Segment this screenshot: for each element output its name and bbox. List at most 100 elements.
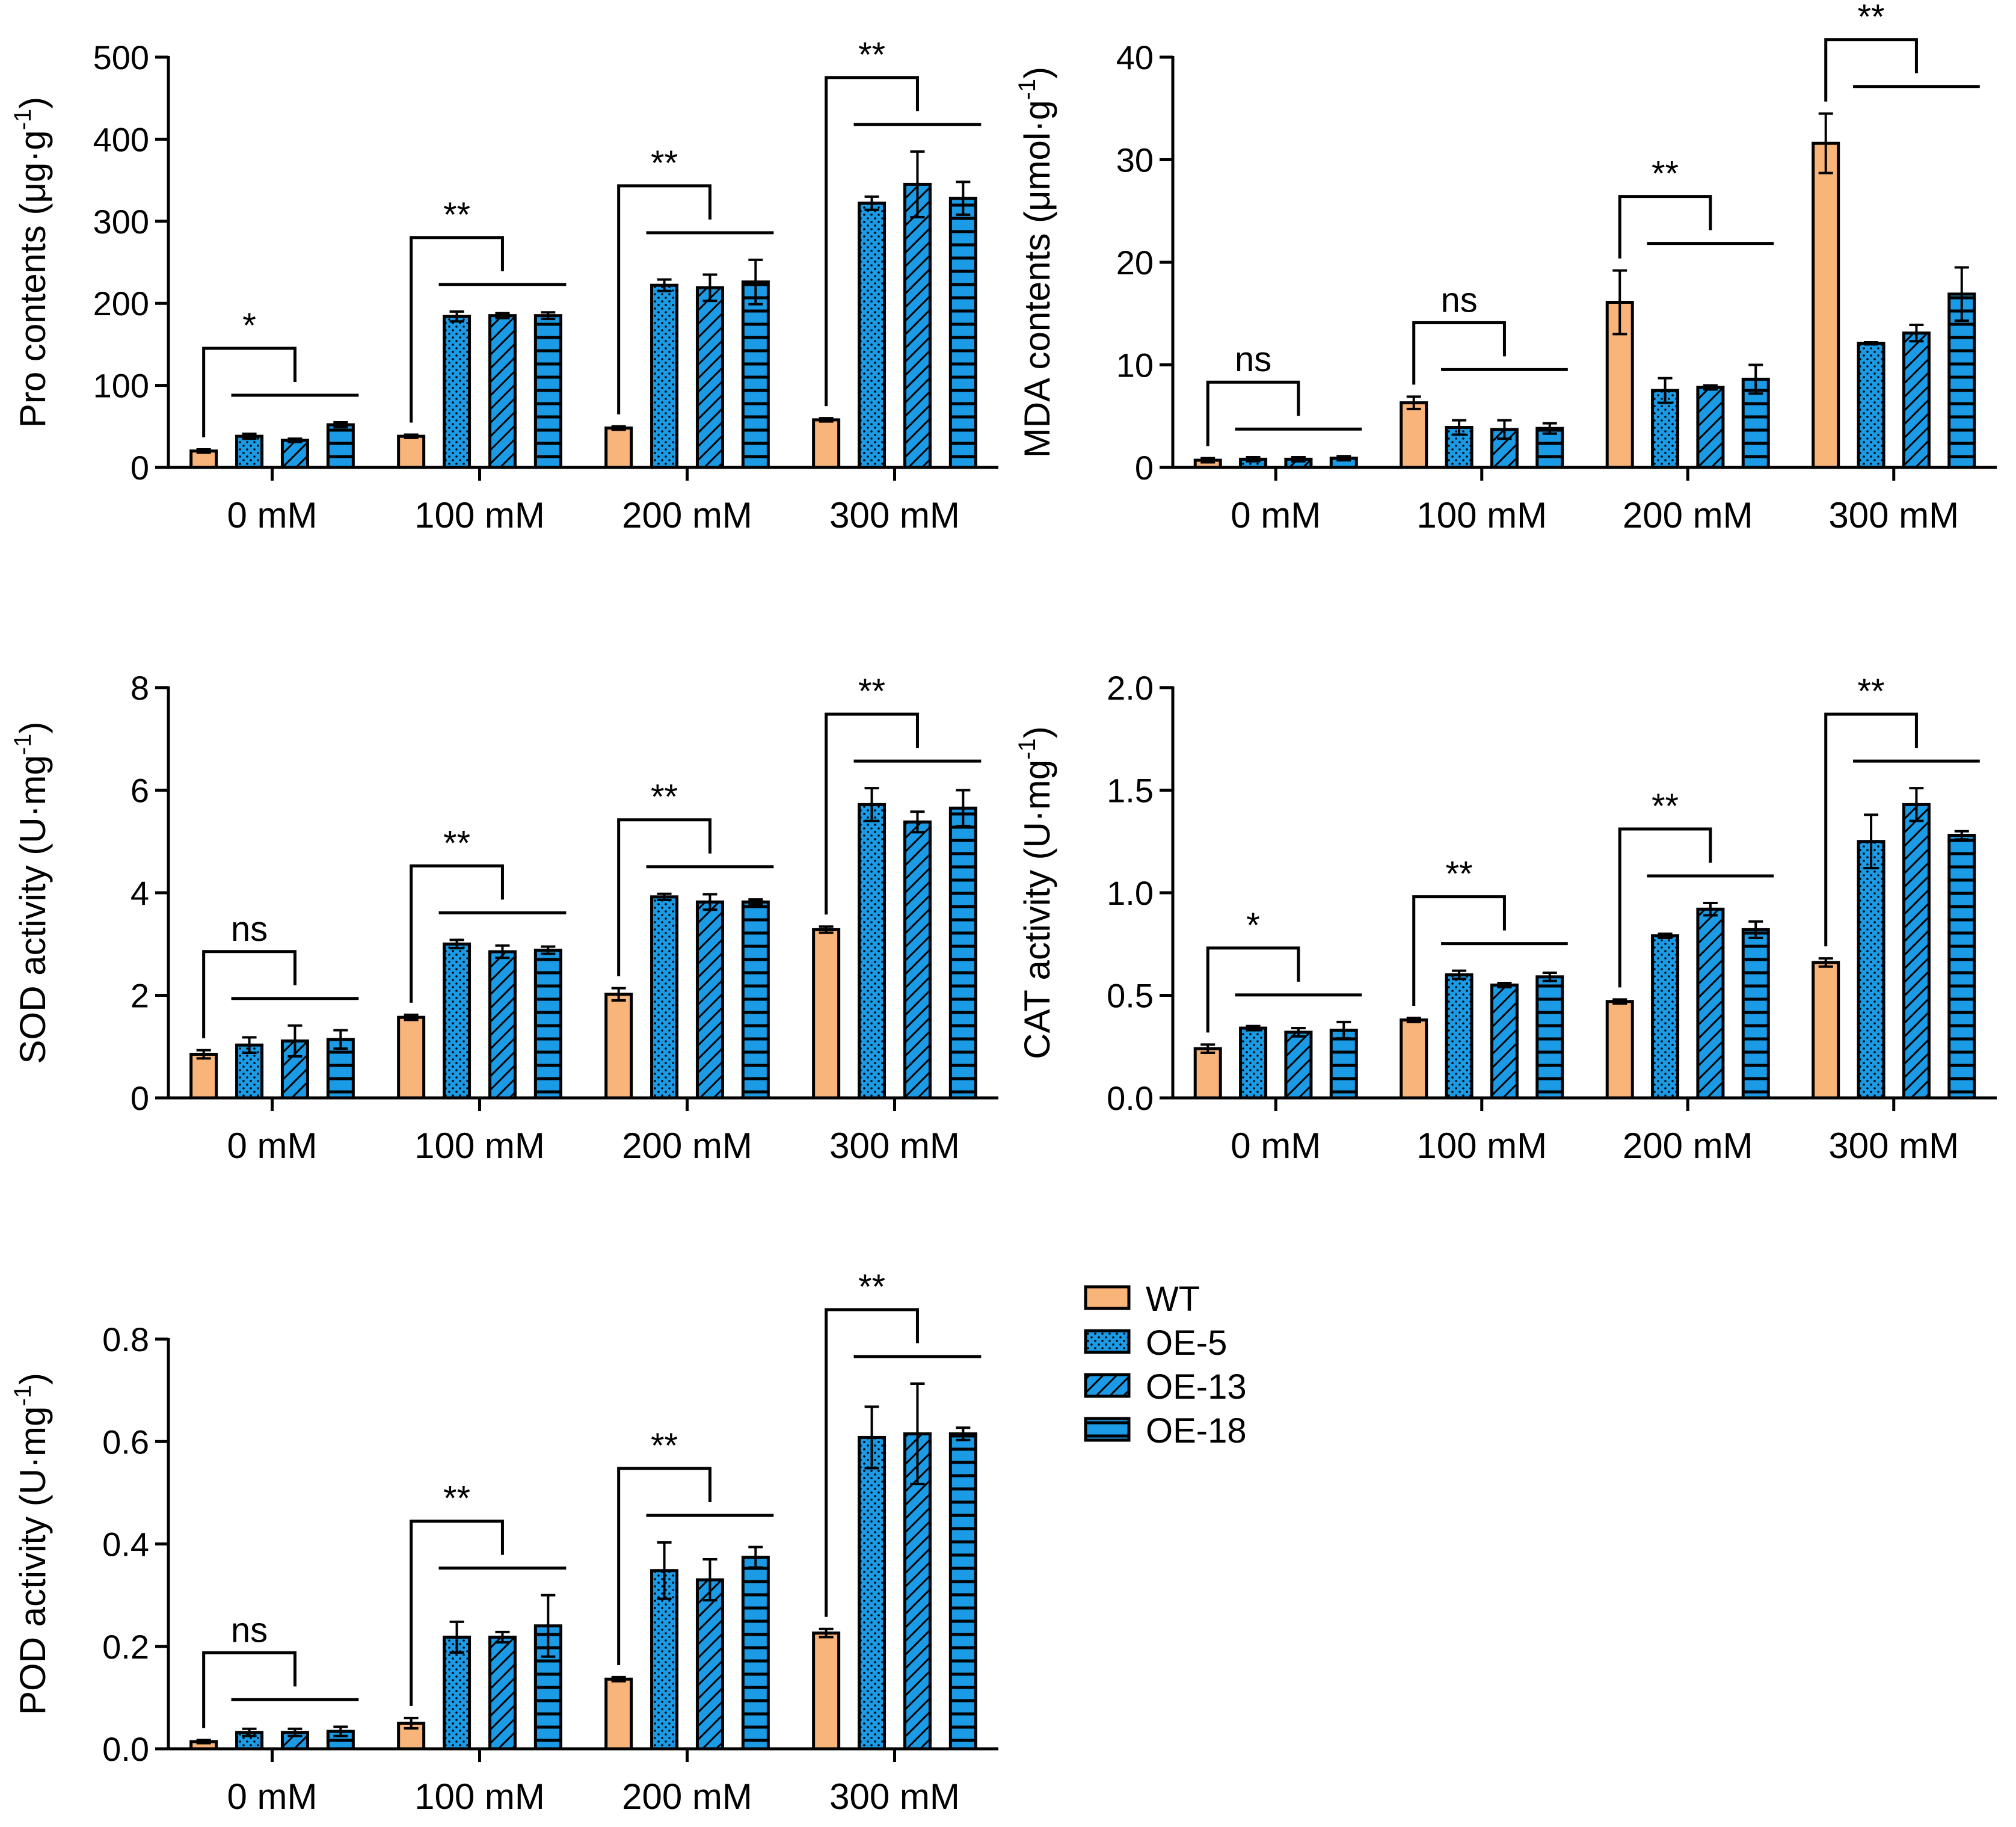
significance-bracket xyxy=(617,818,711,976)
y-tick-label: 6 xyxy=(131,772,149,810)
bar-oe-5 xyxy=(650,283,679,469)
significance-bracket xyxy=(825,1308,919,1617)
y-tick-label: 0.4 xyxy=(102,1526,149,1564)
significance-label: ** xyxy=(443,196,470,235)
bar-oe-13 xyxy=(488,1635,517,1751)
significance-bracket xyxy=(1824,712,1918,947)
legend-swatch-oe-5 xyxy=(1084,1329,1131,1354)
bar-oe-5 xyxy=(858,1435,887,1751)
bar-oe-5 xyxy=(1445,973,1474,1100)
chart-panel-2: 0 10 20 30 40 MDA contents (μmol·g-1) 0 mM ns 10… xyxy=(1014,0,1997,535)
significance-bracket xyxy=(1206,380,1300,446)
bar-wt xyxy=(812,1631,841,1751)
bar-wt xyxy=(397,1015,426,1100)
y-tick-label: 400 xyxy=(93,120,149,158)
x-tick-label: 0 mM xyxy=(227,1776,318,1817)
bar-wt xyxy=(397,434,426,469)
bar-oe-5 xyxy=(443,315,472,469)
legend: WT OE-5 OE-13 OE-18 xyxy=(1084,1280,1247,1450)
significance-bracket xyxy=(825,712,919,915)
x-tick-label: 100 mM xyxy=(414,495,545,535)
significance-label: * xyxy=(1246,906,1260,945)
legend-label-oe-18: OE-18 xyxy=(1146,1411,1247,1450)
y-axis-label: Pro contents (μg·g-1) xyxy=(10,97,53,428)
bar-oe-13 xyxy=(695,900,724,1100)
legend-swatch-wt xyxy=(1084,1285,1131,1310)
significance-bracket xyxy=(202,347,297,437)
significance-label: ** xyxy=(651,1426,678,1465)
bar-oe-13 xyxy=(1490,983,1519,1100)
significance-label: ** xyxy=(443,1479,470,1518)
bar-oe-18 xyxy=(948,806,977,1100)
x-tick-label: 100 mM xyxy=(414,1126,545,1166)
legend-label-wt: WT xyxy=(1146,1280,1200,1319)
bar-wt xyxy=(604,1677,633,1751)
y-tick-label: 0.2 xyxy=(102,1628,149,1666)
x-tick-label: 300 mM xyxy=(1828,1126,1959,1166)
significance-label: ** xyxy=(858,1268,885,1307)
y-axis-label: SOD activity (U·mg-1) xyxy=(10,722,53,1064)
bar-oe-18 xyxy=(533,314,562,469)
x-tick-label: 100 mM xyxy=(1416,1126,1547,1166)
x-tick-label: 100 mM xyxy=(1416,495,1547,535)
significance-label: ns xyxy=(231,1610,268,1650)
significance-bracket xyxy=(202,950,297,1038)
bar-wt xyxy=(189,1053,218,1100)
bar-wt xyxy=(604,993,633,1100)
significance-bracket xyxy=(1824,38,1918,102)
y-axis-label: CAT activity (U·mg-1) xyxy=(1014,726,1057,1059)
significance-bracket xyxy=(202,1651,297,1728)
significance-label: ** xyxy=(1857,672,1884,711)
significance-bracket xyxy=(825,76,919,407)
bar-wt xyxy=(1605,1000,1634,1100)
y-tick-label: 4 xyxy=(131,874,149,912)
y-tick-label: 30 xyxy=(1116,141,1154,179)
y-tick-label: 1.0 xyxy=(1107,874,1154,912)
significance-label: ** xyxy=(1445,855,1472,894)
y-tick-label: 0.8 xyxy=(102,1320,149,1358)
y-tick-label: 0 xyxy=(131,449,149,487)
x-tick-label: 0 mM xyxy=(227,1126,318,1166)
bar-oe-18 xyxy=(533,948,562,1100)
chart-panel-1: 0 100 200 300 400 500 Pro contents (μg·g-1) 0 m… xyxy=(10,35,998,535)
bar-oe-5 xyxy=(1857,840,1885,1100)
y-tick-label: 300 xyxy=(93,203,149,241)
bar-oe-13 xyxy=(695,1578,724,1751)
bar-oe-5 xyxy=(650,1569,679,1751)
significance-label: ** xyxy=(1652,155,1679,194)
significance-label: ns xyxy=(1235,340,1271,379)
bar-oe-5 xyxy=(650,895,679,1100)
bar-oe-5 xyxy=(1651,934,1680,1100)
bar-oe-13 xyxy=(1696,907,1725,1100)
bar-oe-18 xyxy=(741,280,770,469)
significance-label: ** xyxy=(1857,0,1884,37)
y-tick-label: 500 xyxy=(93,39,149,76)
x-tick-label: 300 mM xyxy=(1828,495,1959,535)
x-tick-label: 200 mM xyxy=(622,495,752,535)
significance-bracket xyxy=(1412,321,1506,385)
significance-label: ** xyxy=(858,35,885,75)
x-tick-label: 300 mM xyxy=(829,1126,960,1166)
bar-wt xyxy=(1400,1018,1428,1100)
y-tick-label: 0.6 xyxy=(102,1423,149,1461)
significance-label: * xyxy=(242,306,256,345)
x-tick-label: 0 mM xyxy=(227,495,318,535)
bar-oe-5 xyxy=(1239,1026,1268,1100)
y-tick-label: 0 xyxy=(131,1079,149,1117)
bar-oe-13 xyxy=(903,820,932,1100)
significance-label: ** xyxy=(1652,787,1679,826)
y-tick-label: 10 xyxy=(1116,347,1154,384)
bar-wt xyxy=(1400,401,1428,469)
chart-panel-4: 0.0 0.5 1.0 1.5 2.0 CAT activity (U·mg-1) 0 mM… xyxy=(1014,669,1997,1166)
bar-oe-18 xyxy=(741,1556,770,1751)
bar-oe-13 xyxy=(1696,386,1725,469)
y-tick-label: 2 xyxy=(131,977,149,1015)
bar-oe-13 xyxy=(1902,803,1931,1100)
x-tick-label: 200 mM xyxy=(622,1776,752,1817)
bar-oe-18 xyxy=(1947,834,1976,1100)
bar-oe-18 xyxy=(948,197,977,469)
bar-oe-18 xyxy=(1741,928,1770,1100)
bar-oe-5 xyxy=(858,202,887,469)
bar-oe-5 xyxy=(1857,342,1885,469)
